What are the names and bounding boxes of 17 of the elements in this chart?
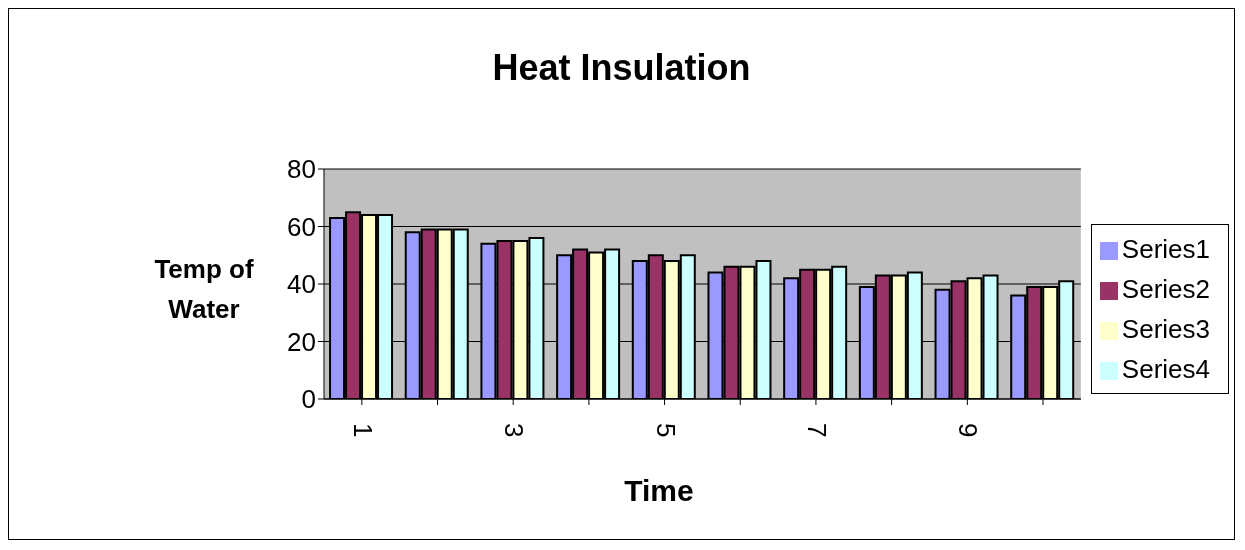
x-tick-label: 9: [953, 423, 984, 438]
chart-title: Heat Insulation: [491, 47, 752, 89]
y-axis-title: Temp of Water: [153, 253, 255, 326]
x-tick-label: 1: [347, 423, 378, 438]
x-tick-label: 7: [801, 423, 832, 438]
x-tick-label: 5: [650, 423, 681, 438]
x-tick-label: 3: [499, 423, 530, 438]
x-axis-title: Time: [623, 474, 695, 508]
legend-label: Series1: [1121, 234, 1210, 264]
legend-label: Series2: [1121, 274, 1210, 304]
legend-label: Series4: [1121, 354, 1210, 384]
y-tick-label: 80: [287, 154, 316, 185]
y-tick-label: 60: [287, 211, 316, 242]
y-tick-label: 0: [301, 384, 316, 415]
y-tick-label: 40: [287, 269, 316, 300]
legend-label: Series3: [1121, 314, 1210, 344]
y-tick-label: 20: [287, 326, 316, 357]
